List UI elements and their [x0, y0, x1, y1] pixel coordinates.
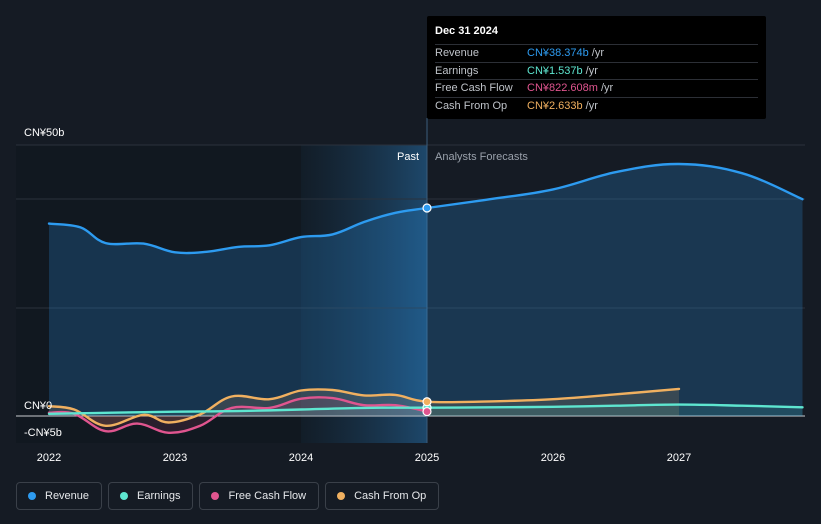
x-tick-label: 2024 — [289, 452, 313, 464]
legend-item-earnings[interactable]: Earnings — [108, 482, 194, 510]
tooltip-series-name: Free Cash Flow — [435, 82, 513, 95]
legend-label: Earnings — [137, 490, 181, 502]
legend-label: Revenue — [45, 490, 90, 502]
x-tick-label: 2026 — [541, 452, 565, 464]
tooltip-unit: /yr — [585, 64, 598, 77]
tooltip-series-name: Earnings — [435, 64, 479, 77]
free-cash-flow-line — [47, 396, 429, 435]
tooltip-row: Revenue CN¥38.374b/yr — [435, 44, 758, 62]
revenue-marker — [422, 203, 432, 213]
legend-label: Free Cash Flow — [228, 490, 307, 502]
legend-dot-icon — [28, 492, 36, 500]
legend-dot-icon — [211, 492, 220, 500]
revenue-line — [47, 162, 804, 255]
legend-dot-icon — [337, 492, 346, 500]
x-tick-label: 2027 — [667, 452, 691, 464]
tooltip-row: Cash From Op CN¥2.633b/yr — [435, 96, 758, 115]
x-tick-label: 2022 — [37, 452, 61, 464]
highlight-band — [301, 145, 427, 443]
tooltip-unit: /yr — [585, 99, 598, 112]
y-tick-label: -CN¥5b — [24, 427, 62, 439]
cash-from-op-marker — [422, 397, 432, 407]
data-tooltip: Dec 31 2024 Revenue CN¥38.374b/yr Earnings… — [427, 16, 766, 119]
revenue-area — [49, 163, 803, 416]
legend-item-free-cash-flow[interactable]: Free Cash Flow — [199, 482, 320, 510]
tooltip-series-name: Cash From Op — [435, 99, 508, 112]
legend-dot-icon — [120, 492, 129, 500]
x-tick-label: 2023 — [163, 452, 187, 464]
free-cash-flow-marker — [422, 406, 432, 417]
y-tick-label: CN¥50b — [24, 127, 64, 139]
tooltip-unit: /yr — [591, 47, 605, 60]
y-tick-label: CN¥0 — [24, 400, 52, 412]
legend-label: Cash From Op — [354, 490, 427, 502]
tooltip-row: Earnings CN¥1.537b/yr — [435, 61, 758, 80]
tooltip-date: Dec 31 2024 — [435, 25, 498, 37]
forecast-label: Analysts Forecasts — [435, 151, 528, 163]
tooltip-series-name: Revenue — [435, 47, 480, 60]
past-label: Past — [397, 151, 419, 163]
tooltip-row: Free Cash Flow CN¥822.608m/yr — [435, 79, 758, 97]
tooltip-series-value: CN¥1.537b — [527, 64, 583, 77]
cash-from-op-line — [47, 387, 681, 428]
legend-item-cash-from-op[interactable]: Cash From Op — [325, 482, 440, 510]
chart-legend: Revenue Earnings Free Cash Flow Cash From O… — [16, 482, 440, 510]
x-tick-label: 2025 — [415, 452, 439, 464]
legend-item-revenue[interactable]: Revenue — [16, 482, 103, 510]
tooltip-series-value: CN¥2.633b — [527, 99, 583, 112]
tooltip-series-value: CN¥822.608m — [527, 82, 598, 95]
tooltip-series-value: CN¥38.374b — [527, 47, 589, 60]
tooltip-unit: /yr — [600, 82, 614, 95]
